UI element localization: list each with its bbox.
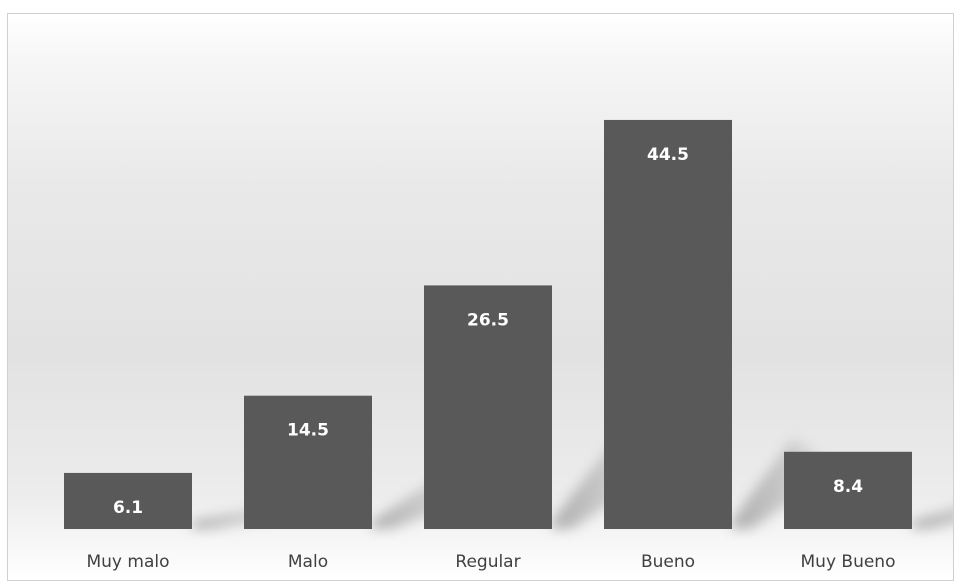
category-label-bueno: Bueno [641, 552, 695, 572]
category-label-malo: Malo [288, 552, 328, 572]
data-labels: 6.1 14.5 26.5 44.5 8.4 [113, 145, 863, 518]
data-label-muy-bueno: 8.4 [833, 477, 863, 497]
bar-chart: 6.1 14.5 26.5 44.5 8.4 Muy malo Malo Regular Bu… [64, 119, 953, 572]
category-label-muy-malo: Muy malo [86, 552, 169, 572]
bars [64, 119, 912, 529]
bar-regular [424, 285, 552, 529]
data-label-bueno: 44.5 [647, 145, 689, 165]
data-label-malo: 14.5 [287, 421, 329, 441]
bar-shadow-muy-bueno [912, 507, 953, 529]
category-axis: Muy malo Malo Regular Bueno Muy Bueno [86, 552, 895, 572]
bar-malo [244, 395, 372, 529]
data-label-regular: 26.5 [467, 310, 509, 330]
bar-muy-malo [64, 472, 192, 529]
bar-bueno [604, 119, 732, 529]
data-label-muy-malo: 6.1 [113, 498, 143, 518]
category-label-muy-bueno: Muy Bueno [801, 552, 896, 572]
bar-muy-bueno [784, 451, 912, 529]
category-label-regular: Regular [455, 552, 520, 572]
chart-area: 6.1 14.5 26.5 44.5 8.4 Muy malo Malo Regular Bu… [7, 13, 954, 581]
